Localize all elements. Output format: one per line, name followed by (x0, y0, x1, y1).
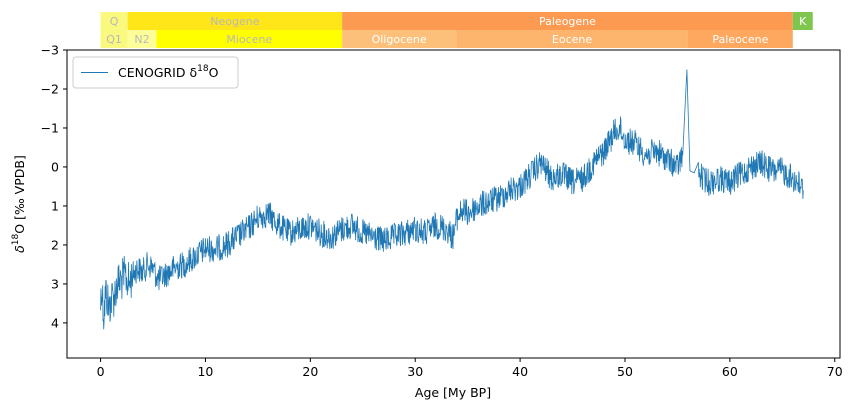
geologic-timescale: Q Neogene Paleogene K Q1 N2 Miocene Oligocene Eo… (100, 12, 813, 48)
epoch-band (127, 30, 157, 48)
period-label: K (799, 15, 807, 28)
period-label: Q (110, 15, 119, 28)
y-axis-label-sup: 18 (11, 233, 21, 245)
x-tick-label: 50 (617, 364, 633, 379)
plot-area: 0 10 20 30 40 50 60 70 −3 −2 −1 0 1 2 3 4 (41, 43, 843, 380)
x-tick-label: 70 (827, 364, 843, 379)
legend-entry-rest: O (209, 65, 219, 80)
epoch-label: Paleocene (712, 33, 768, 46)
x-tick-label: 20 (302, 364, 318, 379)
y-axis-label: δ18O [‰ VPDB] (11, 155, 27, 253)
y-tick-label: 1 (51, 198, 59, 213)
x-tick-label: 10 (197, 364, 213, 379)
y-axis-ticks: −3 −2 −1 0 1 2 3 4 (41, 43, 67, 330)
series-line-cenogrid (100, 69, 804, 330)
plot-frame (66, 49, 841, 359)
y-tick-label: 3 (51, 276, 59, 291)
period-band (127, 12, 343, 30)
epoch-band (156, 30, 343, 48)
period-band (792, 12, 813, 30)
y-axis-label-rest: O [‰ VPDB] (12, 155, 27, 234)
x-tick-label: 40 (512, 364, 528, 379)
period-label: Paleogene (539, 15, 596, 28)
epoch-label: Miocene (226, 33, 272, 46)
period-band (100, 12, 128, 30)
y-tick-label: 0 (51, 159, 59, 174)
y-tick-label: 4 (51, 315, 59, 330)
y-tick-label: −2 (41, 81, 59, 96)
period-band (342, 12, 793, 30)
x-tick-label: 60 (722, 364, 738, 379)
y-tick-label: 2 (51, 237, 59, 252)
legend-entry: CENOGRID δ18O (118, 64, 219, 80)
epoch-band (687, 30, 793, 48)
legend: CENOGRID δ18O (72, 56, 239, 89)
epoch-band (100, 30, 128, 48)
y-axis-label-main: δ (12, 245, 27, 253)
y-tick-label: −1 (41, 120, 59, 135)
x-tick-label: 30 (407, 364, 423, 379)
x-axis-label: Age [My BP] (415, 385, 491, 400)
legend-entry-sup: 18 (197, 64, 209, 74)
legend-box (72, 56, 239, 89)
epoch-label: Eocene (552, 33, 592, 46)
epoch-label: Q1 (106, 33, 122, 46)
epoch-label: N2 (134, 33, 149, 46)
epoch-band (342, 30, 457, 48)
y-tick-label: −3 (41, 43, 59, 58)
x-axis-ticks: 0 10 20 30 40 50 60 70 (97, 358, 843, 379)
epoch-label: Oligocene (372, 33, 427, 46)
legend-entry-main: CENOGRID δ (118, 65, 197, 80)
x-tick-label: 0 (97, 364, 105, 379)
epoch-band (456, 30, 688, 48)
series-layer (100, 69, 804, 330)
period-label: Neogene (210, 15, 259, 28)
